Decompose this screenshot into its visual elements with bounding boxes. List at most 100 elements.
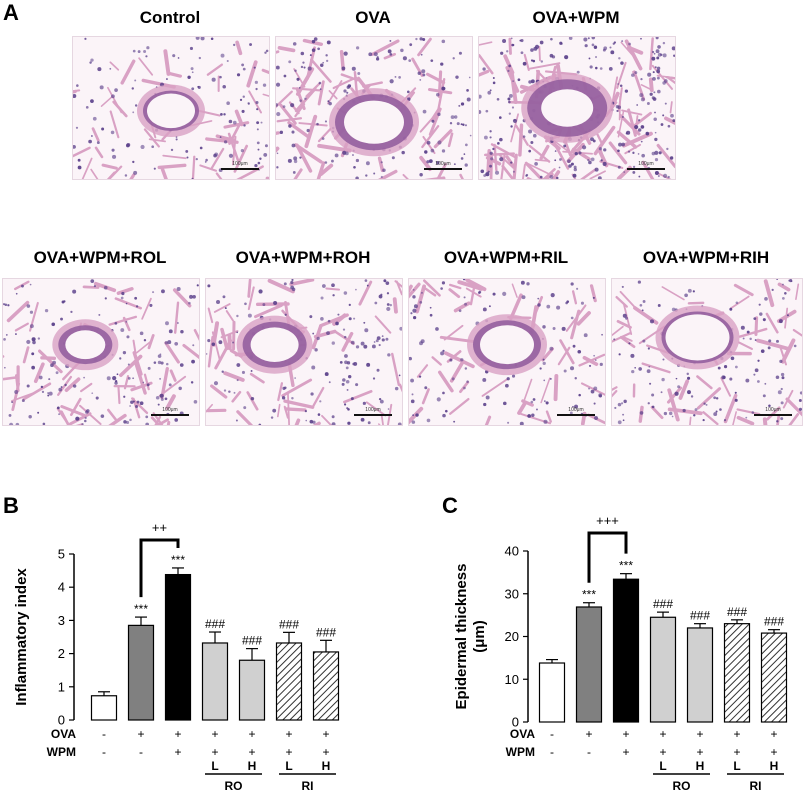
y-tick-label: 30: [505, 586, 519, 601]
row-value: +: [733, 727, 740, 741]
svg-text:100μm: 100μm: [638, 161, 653, 167]
row-value: -: [102, 745, 106, 759]
image-title-ova-wpm: OVA+WPM: [532, 8, 620, 27]
svg-text:100μm: 100μm: [232, 161, 247, 167]
significance-label: ###: [653, 597, 673, 611]
y-tick-label: 3: [58, 613, 65, 628]
group-label: RI: [302, 779, 314, 793]
significance-label: ***: [582, 588, 596, 602]
row-value: +: [585, 727, 592, 741]
dose-label: H: [696, 759, 705, 773]
comparison-bracket: [139, 538, 180, 598]
row-value: +: [137, 727, 144, 741]
micrograph-ova-wpm: 100μm: [478, 36, 676, 180]
panel-b-letter: B: [3, 493, 19, 518]
bracket-label: +++: [596, 513, 619, 528]
image-title-ova-wpm-roh: OVA+WPM+ROH: [235, 248, 371, 267]
row-value: +: [696, 727, 703, 741]
y-tick-label: 40: [505, 544, 519, 559]
significance-label: ###: [316, 625, 336, 639]
panel-a-letter: A: [3, 0, 19, 25]
significance-label: ###: [764, 615, 784, 629]
y-tick-label: 2: [58, 646, 65, 661]
row-label: OVA: [510, 727, 535, 741]
row-value: +: [322, 727, 329, 741]
group-label: RO: [225, 779, 243, 793]
row-value: +: [770, 745, 777, 759]
y-tick-label: 5: [58, 547, 65, 562]
bar: [275, 642, 303, 721]
group-label: RI: [750, 779, 762, 793]
y-tick-label: 20: [505, 629, 519, 644]
bracket-label: ++: [152, 520, 167, 535]
row-label: OVA: [51, 727, 76, 741]
bar: [127, 624, 155, 721]
y-tick-label: 4: [58, 580, 65, 595]
row-value: +: [622, 745, 629, 759]
significance-label: ***: [619, 559, 633, 573]
micrograph-ova-wpm-ril: 100μm: [408, 278, 606, 426]
dose-label: H: [248, 759, 257, 773]
row-value: +: [659, 745, 666, 759]
row-label: WPM: [506, 745, 535, 759]
row-value: +: [622, 727, 629, 741]
bar: [612, 578, 640, 723]
row-value: -: [102, 727, 106, 741]
bar: [760, 632, 788, 723]
row-value: +: [174, 745, 181, 759]
svg-text:100μm: 100μm: [568, 407, 583, 413]
row-value: -: [139, 745, 143, 759]
dose-label: L: [659, 759, 666, 773]
significance-label: ###: [242, 634, 262, 648]
y-tick-label: 0: [512, 715, 519, 730]
significance-label: ###: [690, 609, 710, 623]
bar: [649, 616, 677, 723]
bar: [686, 627, 714, 723]
image-title-ova-wpm-ril: OVA+WPM+RIL: [443, 248, 569, 267]
svg-text:100μm: 100μm: [162, 407, 177, 413]
row-value: +: [696, 745, 703, 759]
y-tick-label: 0: [58, 713, 65, 728]
row-value: +: [211, 745, 218, 759]
image-title-ova: OVA: [355, 8, 391, 27]
row-label: WPM: [47, 745, 76, 759]
row-value: +: [248, 745, 255, 759]
bar: [538, 662, 566, 723]
svg-text:100μm: 100μm: [765, 407, 780, 413]
row-value: +: [211, 727, 218, 741]
y-tick-label: 10: [505, 672, 519, 687]
row-value: +: [174, 727, 181, 741]
micrograph-ova-wpm-roh: 100μm: [205, 278, 403, 426]
row-value: -: [550, 727, 554, 741]
group-label: RO: [673, 779, 691, 793]
micrograph-ova-wpm-rih: 100μm: [611, 278, 803, 426]
bar: [201, 642, 229, 721]
row-value: +: [770, 727, 777, 741]
significance-label: ***: [171, 553, 185, 567]
bar: [575, 606, 603, 723]
row-value: -: [587, 745, 591, 759]
comparison-bracket: [587, 531, 628, 583]
significance-label: ###: [279, 617, 299, 631]
panel-c-letter: C: [442, 493, 458, 518]
micrograph-control: 100μm: [72, 36, 270, 180]
significance-label: ###: [205, 617, 225, 631]
bar: [312, 651, 340, 721]
image-title-control: Control: [139, 8, 201, 27]
row-value: +: [659, 727, 666, 741]
significance-label: ***: [134, 602, 148, 616]
y-axis-label: Epidermal thickness(μm): [453, 564, 488, 710]
row-value: +: [248, 727, 255, 741]
micrograph-ova: 100μm: [275, 36, 473, 180]
image-title-ova-wpm-rih: OVA+WPM+RIH: [642, 248, 770, 267]
svg-text:100μm: 100μm: [435, 161, 450, 167]
row-value: +: [285, 745, 292, 759]
row-value: -: [550, 745, 554, 759]
dose-label: L: [285, 759, 292, 773]
bar: [164, 573, 192, 721]
row-value: +: [322, 745, 329, 759]
image-title-ova-wpm-rol: OVA+WPM+ROL: [33, 248, 167, 267]
y-tick-label: 1: [58, 679, 65, 694]
dose-label: L: [733, 759, 740, 773]
dose-label: L: [211, 759, 218, 773]
